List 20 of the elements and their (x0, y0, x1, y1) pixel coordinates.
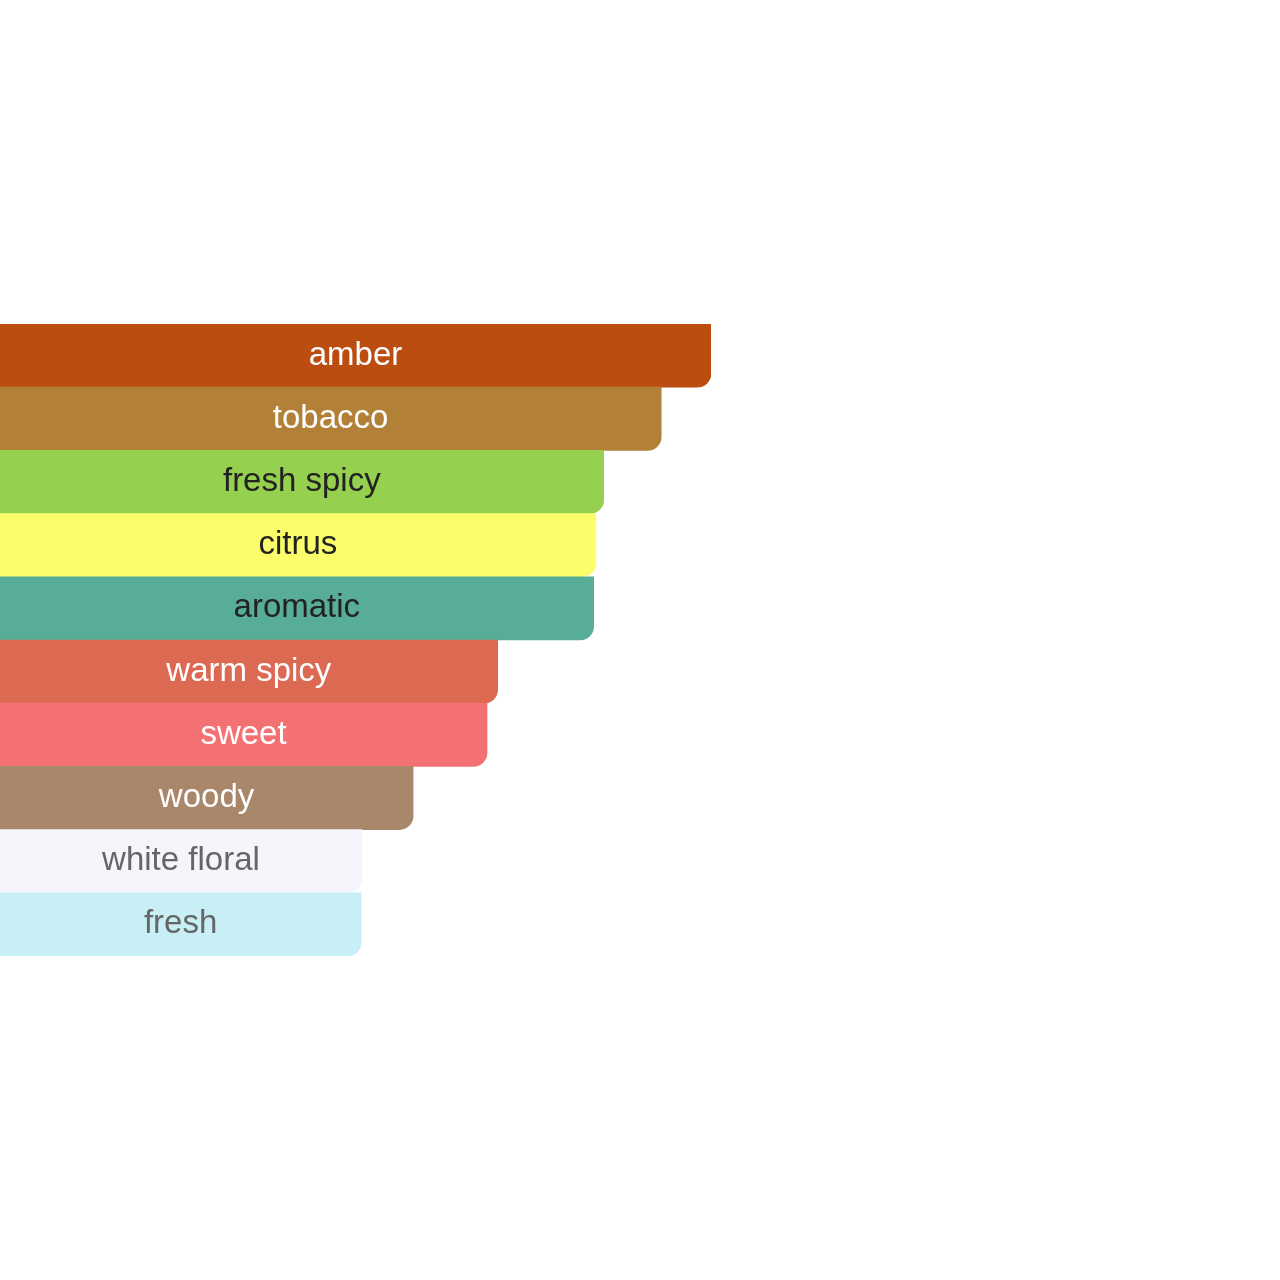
y-tick-label: woody (157, 777, 255, 815)
bar (0, 386, 662, 451)
y-tick-label: citrus (258, 524, 338, 562)
y-tick-label: white floral (101, 840, 260, 878)
bar (0, 829, 363, 894)
bar (0, 576, 595, 641)
bar (0, 892, 362, 956)
bar (0, 639, 499, 704)
y-tick-label: sweet (200, 713, 287, 751)
y-tick-label: tobacco (272, 397, 389, 435)
y-tick-label: amber (308, 334, 403, 372)
bar (0, 702, 488, 767)
y-tick-label: warm spicy (165, 650, 332, 688)
y-tick-label: fresh (143, 903, 218, 941)
y-tick-label: fresh spicy (222, 461, 382, 499)
y-tick-label: aromatic (233, 587, 361, 625)
bar (0, 324, 711, 388)
bar (0, 513, 597, 578)
bar (0, 766, 414, 830)
bar (0, 450, 604, 514)
